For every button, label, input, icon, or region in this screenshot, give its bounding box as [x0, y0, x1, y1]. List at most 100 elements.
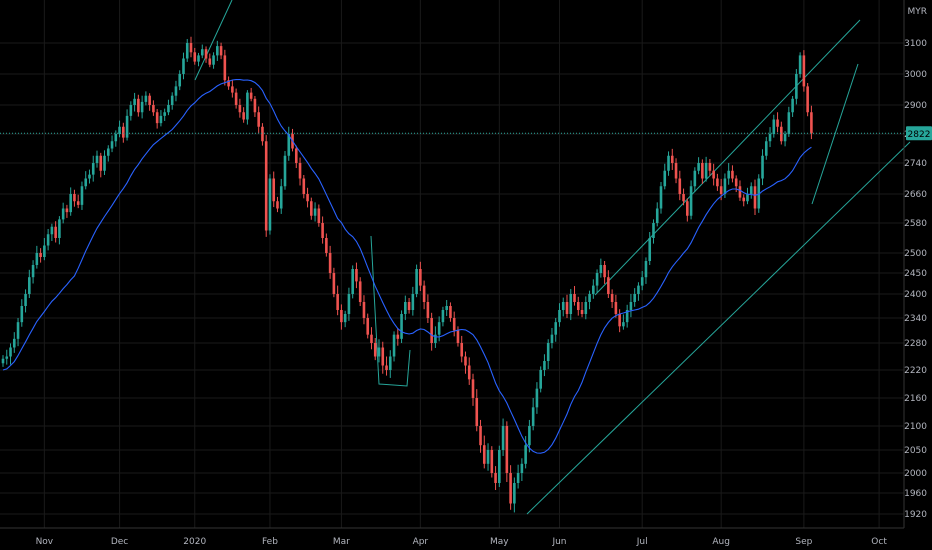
- candle-body[interactable]: [219, 46, 223, 56]
- candle-body[interactable]: [95, 155, 99, 163]
- candle-body[interactable]: [603, 265, 606, 278]
- candle-body[interactable]: [663, 170, 667, 187]
- candle-body[interactable]: [246, 92, 249, 120]
- candle-body[interactable]: [625, 310, 629, 323]
- candle-body[interactable]: [618, 314, 621, 327]
- candle-body[interactable]: [298, 163, 302, 179]
- candle-body[interactable]: [464, 356, 467, 366]
- candle-body[interactable]: [204, 49, 208, 59]
- candle-body[interactable]: [358, 281, 362, 302]
- candle-body[interactable]: [182, 58, 185, 75]
- candle-body[interactable]: [50, 226, 54, 235]
- candle-body[interactable]: [682, 194, 685, 202]
- candle-body[interactable]: [558, 310, 561, 323]
- candle-body[interactable]: [73, 194, 76, 202]
- candle-body[interactable]: [573, 294, 576, 302]
- candle-body[interactable]: [471, 379, 475, 398]
- candle-body[interactable]: [693, 170, 697, 187]
- candle-body[interactable]: [366, 318, 370, 335]
- candle-body[interactable]: [103, 155, 106, 171]
- candle-body[interactable]: [806, 86, 809, 113]
- candle-body[interactable]: [377, 347, 381, 357]
- candle-body[interactable]: [400, 314, 403, 339]
- candle-body[interactable]: [163, 112, 166, 116]
- candle-body[interactable]: [689, 186, 693, 216]
- candle-body[interactable]: [35, 253, 39, 265]
- candle-body[interactable]: [490, 450, 494, 473]
- candle-body[interactable]: [88, 174, 91, 179]
- candle-body[interactable]: [753, 186, 757, 209]
- trend-line-small[interactable]: [194, 0, 233, 81]
- candle-body[interactable]: [802, 55, 806, 87]
- candle-body[interactable]: [355, 269, 358, 282]
- candle-body[interactable]: [460, 343, 464, 357]
- candle-body[interactable]: [276, 201, 279, 209]
- candle-body[interactable]: [467, 365, 471, 380]
- candle-body[interactable]: [456, 330, 460, 344]
- candle-body[interactable]: [61, 208, 65, 220]
- candle-body[interactable]: [99, 155, 103, 171]
- candle-body[interactable]: [76, 201, 80, 205]
- candle-body[interactable]: [287, 134, 291, 156]
- candle-body[interactable]: [452, 318, 456, 331]
- candle-body[interactable]: [114, 134, 118, 142]
- candle-body[interactable]: [347, 294, 351, 314]
- candle-body[interactable]: [723, 178, 727, 195]
- candle-body[interactable]: [674, 163, 678, 179]
- candle-body[interactable]: [261, 126, 264, 142]
- candle-body[interactable]: [170, 95, 174, 105]
- candle-body[interactable]: [159, 115, 163, 124]
- candle-body[interactable]: [588, 294, 591, 302]
- candle-body[interactable]: [65, 208, 69, 213]
- candle-body[interactable]: [373, 343, 377, 357]
- channel-lower-line[interactable]: [526, 141, 911, 515]
- candle-body[interactable]: [791, 98, 794, 113]
- candle-body[interactable]: [607, 277, 610, 294]
- candle-body[interactable]: [178, 74, 182, 87]
- candle-body[interactable]: [133, 98, 136, 105]
- candle-body[interactable]: [670, 155, 674, 163]
- candle-body[interactable]: [419, 269, 422, 286]
- candle-body[interactable]: [637, 285, 640, 294]
- candle-body[interactable]: [197, 55, 200, 62]
- candle-body[interactable]: [731, 170, 734, 179]
- candle-body[interactable]: [325, 238, 328, 253]
- candle-body[interactable]: [129, 105, 133, 116]
- candle-body[interactable]: [144, 95, 148, 102]
- candle-body[interactable]: [381, 347, 385, 366]
- candle-body[interactable]: [546, 343, 550, 361]
- candle-body[interactable]: [764, 141, 768, 156]
- candle-body[interactable]: [9, 347, 12, 357]
- candle-body[interactable]: [810, 112, 813, 134]
- candle-body[interactable]: [757, 178, 761, 209]
- candle-body[interactable]: [362, 302, 366, 318]
- candle-body[interactable]: [768, 134, 772, 142]
- candle-body[interactable]: [772, 119, 776, 135]
- candle-body[interactable]: [704, 163, 708, 179]
- candle-body[interactable]: [550, 334, 554, 343]
- candle-body[interactable]: [294, 148, 298, 164]
- candle-body[interactable]: [727, 170, 730, 179]
- candle-body[interactable]: [482, 445, 486, 464]
- candle-body[interactable]: [430, 318, 433, 343]
- candle-body[interactable]: [719, 186, 723, 194]
- candle-body[interactable]: [351, 269, 354, 294]
- candle-body[interactable]: [227, 80, 230, 87]
- candle-body[interactable]: [746, 194, 749, 202]
- candle-body[interactable]: [385, 365, 388, 371]
- candle-body[interactable]: [69, 194, 72, 213]
- candle-body[interactable]: [434, 334, 437, 343]
- candle-body[interactable]: [31, 265, 35, 278]
- candle-body[interactable]: [20, 306, 24, 323]
- candle-body[interactable]: [24, 294, 27, 306]
- candle-body[interactable]: [155, 112, 159, 124]
- candle-body[interactable]: [505, 426, 509, 473]
- candle-body[interactable]: [310, 201, 313, 216]
- candle-body[interactable]: [407, 302, 411, 310]
- candle-body[interactable]: [193, 52, 197, 62]
- candle-body[interactable]: [189, 43, 193, 53]
- candle-body[interactable]: [516, 473, 520, 483]
- candle-body[interactable]: [28, 277, 31, 294]
- candle-body[interactable]: [231, 86, 234, 93]
- candle-body[interactable]: [783, 134, 787, 142]
